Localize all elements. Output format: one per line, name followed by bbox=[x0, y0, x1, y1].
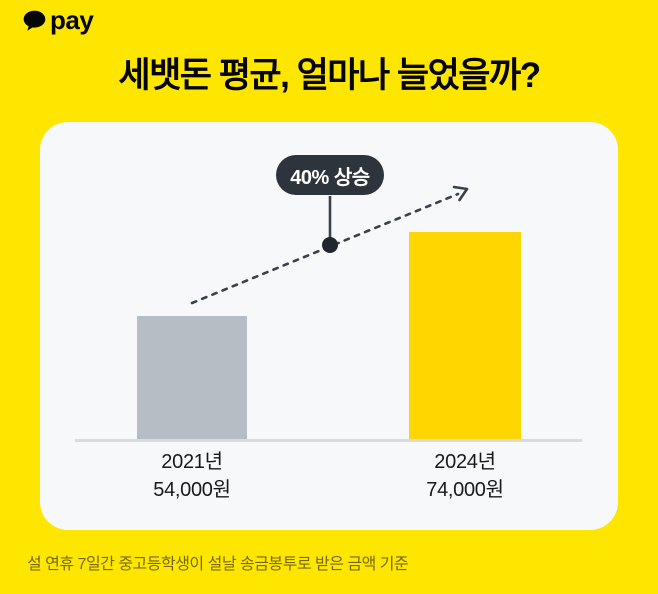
logo-text: pay bbox=[50, 5, 94, 35]
bar-label-2021: 2021년 54,000원 bbox=[82, 448, 302, 504]
bar-2024 bbox=[409, 232, 521, 439]
category-label-2021: 2021년 bbox=[161, 451, 223, 473]
page-title: 세뱃돈 평균, 얼마나 늘었을까? bbox=[118, 56, 541, 95]
footnote: 설 연휴 7일간 중고등학생이 설날 송금봉투로 받은 금액 기준 bbox=[27, 556, 409, 573]
kakaopay-logo: pay bbox=[22, 5, 94, 35]
trend-arrow-overlay bbox=[190, 185, 469, 305]
category-label-2024: 2024년 bbox=[434, 451, 496, 473]
increase-badge: 40% 상승 bbox=[276, 155, 384, 195]
value-label-2024: 74,000원 bbox=[426, 479, 504, 501]
trend-arrowhead-icon bbox=[452, 185, 469, 202]
kakao-speech-bubble-icon bbox=[22, 8, 47, 33]
bar-label-2024: 2024년 74,000원 bbox=[355, 448, 575, 504]
axis-baseline bbox=[75, 439, 582, 442]
value-label-2021: 54,000원 bbox=[153, 479, 231, 501]
trend-point-dot bbox=[322, 237, 338, 253]
chart-card: 40% 상승 2021년 54,000원 2024년 74,000원 bbox=[40, 122, 618, 530]
increase-badge-label: 40% 상승 bbox=[290, 166, 370, 189]
bar-2021 bbox=[137, 316, 247, 439]
